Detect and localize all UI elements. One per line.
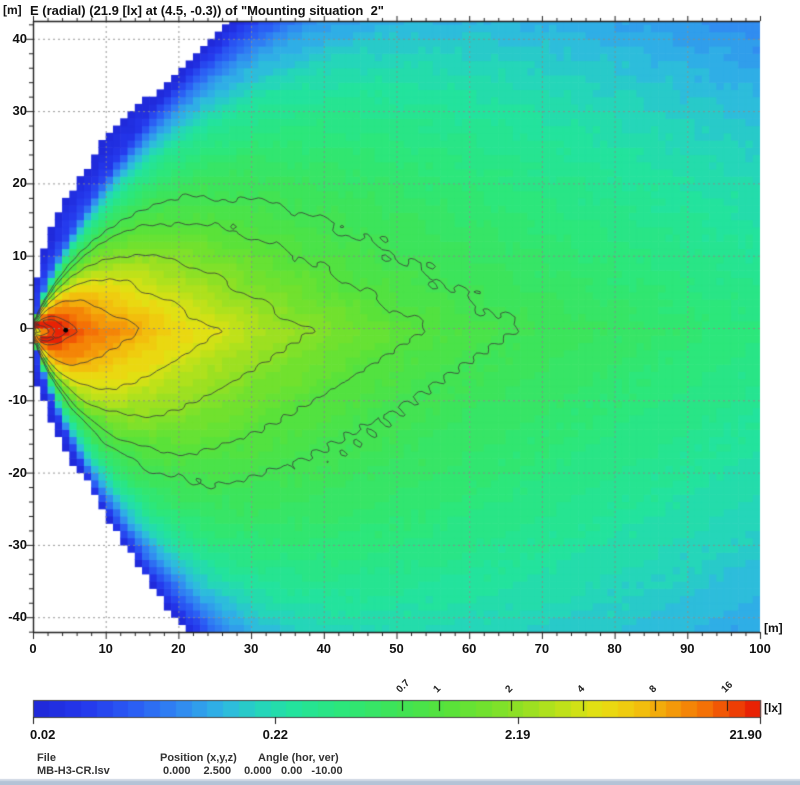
angle-value-1: -10.00 (311, 765, 343, 777)
x-tick-label-30: 30 (243, 641, 259, 656)
y-tick-label-20: 20 (12, 175, 27, 191)
y-tick-label--20: -20 (8, 464, 27, 480)
angle-label: Angle (hor, ver) (258, 752, 339, 764)
x-tick-label-50: 50 (389, 641, 404, 656)
x-tick-label-90: 90 (680, 641, 695, 656)
colorbar-scale-label-0.22: 0.22 (262, 727, 288, 742)
position-value-2: 0.000 (244, 765, 272, 777)
position-label: Position (x,y,z) (160, 752, 237, 764)
angle-values: 0.00 -10.00 (281, 765, 343, 777)
angle-value-0: 0.00 (281, 765, 303, 777)
y-tick-label-30: 30 (12, 103, 27, 119)
y-tick-label--10: -10 (8, 392, 27, 408)
colorbar-scale-label-21.90: 21.90 (729, 727, 762, 742)
y-tick-label--30: -30 (8, 536, 27, 552)
x-tick-label-10: 10 (98, 641, 113, 656)
file-value: MB-H3-CR.lsv (37, 765, 110, 777)
file-label: File (37, 752, 56, 764)
colorbar-scale-label-2.19: 2.19 (505, 727, 531, 742)
y-tick-label-0: 0 (19, 320, 27, 335)
x-tick-label-80: 80 (607, 641, 622, 656)
x-tick-label-0: 0 (29, 641, 37, 656)
x-axis-unit-label: [m] (764, 621, 783, 635)
colorbar-unit-label: [lx] (764, 701, 782, 715)
position-value-0: 0.000 (163, 765, 191, 777)
position-values: 0.000 2.500 0.000 (163, 765, 272, 777)
x-tick-label-40: 40 (316, 641, 332, 656)
y-tick-label-10: 10 (12, 247, 27, 263)
position-value-1: 2.500 (203, 765, 232, 777)
colorbar-scale-label-0.02: 0.02 (30, 727, 56, 742)
x-tick-label-100: 100 (749, 641, 771, 656)
x-tick-label-60: 60 (461, 641, 477, 656)
x-tick-label-70: 70 (534, 641, 550, 656)
y-tick-label-40: 40 (12, 30, 27, 46)
y-tick-label--40: -40 (8, 609, 27, 625)
x-tick-label-20: 20 (171, 641, 186, 656)
page-title: E (radial) (21.9 [lx] at (4.5, -0.3)) of… (30, 3, 384, 18)
y-axis-unit-label: [m] (3, 3, 22, 17)
